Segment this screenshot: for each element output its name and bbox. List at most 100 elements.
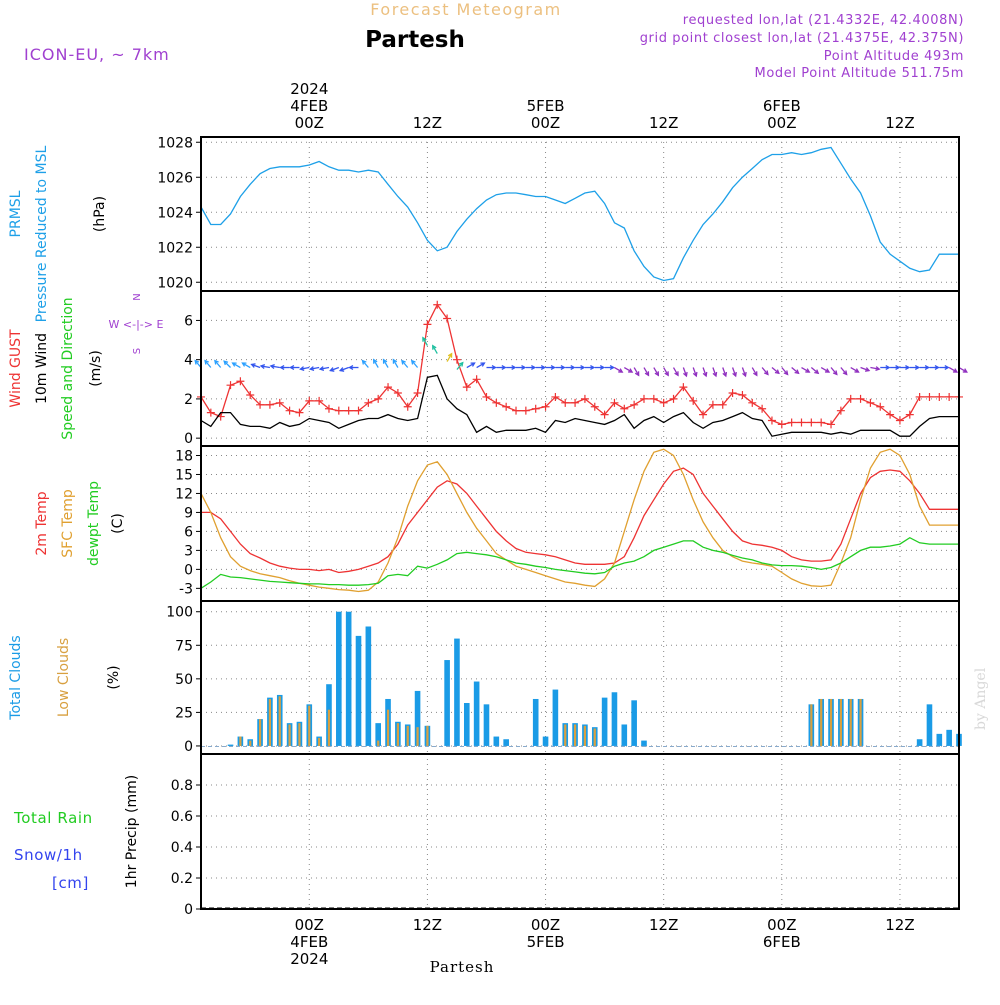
gust-point (797, 418, 806, 427)
total-cloud-bar (611, 692, 618, 746)
wind-arrow-shaft (251, 363, 261, 369)
total-cloud-bar (926, 704, 933, 746)
y-tick-label: 6 (184, 313, 193, 329)
panel-pressure: 1020 1022 1024 1026 1028 PRMSL Pressure Reduce… (8, 135, 960, 322)
wind-direction-arrow (899, 365, 911, 371)
y-tick-label: 15 (175, 467, 193, 483)
panel-frame (200, 600, 960, 755)
y-tick-label: 12 (175, 486, 193, 502)
wind-arrow-head (664, 371, 669, 377)
gust-point (393, 389, 402, 398)
wind-direction-arrow (466, 362, 476, 369)
wind-arrow-shaft (223, 360, 231, 368)
wind-arrow-head (501, 365, 507, 371)
wind-arrow-head (241, 362, 247, 367)
bottom-time-label: 4FEB (290, 933, 328, 951)
low-cloud-bar (396, 723, 399, 746)
wind-direction-arrow (623, 366, 634, 373)
wind-arrow-shaft (204, 360, 212, 368)
y-tick-label: 9 (184, 505, 193, 521)
bottom-time-label: 12Z (649, 916, 678, 934)
total-cloud-bar (375, 723, 381, 746)
wind-arrow-head (422, 336, 427, 342)
gust-point (452, 355, 461, 364)
panel-precipitation: 0 0.2 0.4 0.6 0.8 1hr Precip (mm) Total Rain Sn… (13, 753, 960, 918)
series-line-sfc-temp (200, 448, 959, 593)
wind-arrow-head (905, 365, 911, 371)
y-axis-title: 2m Temp (34, 491, 50, 555)
wind-arrow-shaft (692, 367, 697, 377)
wind-direction-arrow (525, 365, 537, 371)
low-cloud-bar (249, 740, 252, 746)
wind-arrow-head (470, 362, 476, 367)
gust-point (659, 398, 668, 407)
gust-point (384, 383, 393, 392)
location-title: Partesh (365, 27, 465, 53)
panel-temperature: -3 0 3 6 9 12 15 18 2m Temp SFC Temp dewpt Temp (C) (34, 445, 960, 602)
bottom-time-label: 00Z (767, 916, 796, 934)
low-cloud-bar (278, 696, 281, 746)
low-cloud-bar (810, 704, 813, 746)
bottom-time-label: 12Z (885, 916, 914, 934)
bottom-time-label: 6FEB (763, 933, 801, 951)
wind-direction-arrow (880, 365, 891, 371)
wind-direction-arrow (308, 366, 320, 371)
y-axis-title: 1hr Precip (mm) (124, 775, 140, 888)
wind-arrow-shaft (466, 362, 475, 369)
wind-direction-arrow (594, 365, 606, 371)
wind-arrow-head (952, 368, 959, 373)
gust-point (620, 404, 629, 413)
wind-arrow-shaft (791, 367, 799, 374)
low-cloud-bar (327, 709, 331, 746)
wind-arrow-head (814, 369, 820, 375)
total-cloud-bar (463, 703, 470, 746)
series-line-10m-wind (200, 374, 959, 437)
top-time-label: 4FEB (290, 97, 328, 115)
top-time-label: 6FEB (763, 97, 801, 115)
wind-direction-arrow (633, 367, 640, 377)
wind-arrow-shaft (446, 353, 453, 362)
y-axis-title: Pressure Reduced to MSL (34, 145, 50, 322)
low-cloud-bar (820, 698, 823, 746)
wind-arrow-head (560, 365, 566, 371)
wind-direction-arrow (565, 365, 576, 371)
wind-arrow-shaft (623, 366, 633, 373)
wind-arrow-head (934, 365, 940, 371)
total-cloud-bar (473, 681, 480, 746)
wind-arrow-shaft (432, 345, 438, 354)
total-cloud-bar (542, 736, 549, 746)
total-cloud-bar (621, 724, 628, 746)
gust-point (374, 394, 383, 403)
y-axis-title: (%) (106, 665, 122, 689)
panel-frame (200, 445, 960, 602)
low-cloud-bar (386, 709, 390, 746)
gust-point (364, 398, 373, 407)
wind-arrow-head (204, 359, 210, 365)
wind-direction-arrow (432, 344, 438, 354)
model-label: ICON-EU, ~ 7km (24, 45, 170, 64)
wind-direction-arrow (382, 358, 389, 368)
y-tick-label: 1026 (157, 170, 193, 186)
gust-point (679, 383, 688, 392)
top-time-label: 12Z (885, 114, 914, 132)
wind-arrow-head (392, 358, 398, 364)
gust-point (807, 418, 816, 427)
wind-direction-arrow (535, 365, 547, 371)
total-cloud-bar (946, 729, 952, 746)
series-line-wind-gust (200, 303, 959, 426)
gust-point (886, 410, 895, 419)
top-time-label: 00Z (767, 114, 796, 132)
y-tick-label: 0 (184, 902, 193, 918)
gust-point (758, 404, 767, 413)
wind-arrow-head (447, 352, 453, 358)
wind-arrow-shaft (260, 365, 271, 369)
wind-arrow-head (774, 369, 780, 375)
wind-arrow-shaft (242, 362, 251, 369)
wind-arrow-head (279, 365, 285, 371)
y-tick-label: 0.8 (171, 778, 193, 794)
gust-point (817, 418, 826, 427)
wind-direction-arrow (373, 358, 379, 368)
wind-arrow-head (824, 368, 831, 373)
wind-direction-arrow (958, 366, 968, 373)
wind-arrow-head (570, 365, 576, 371)
